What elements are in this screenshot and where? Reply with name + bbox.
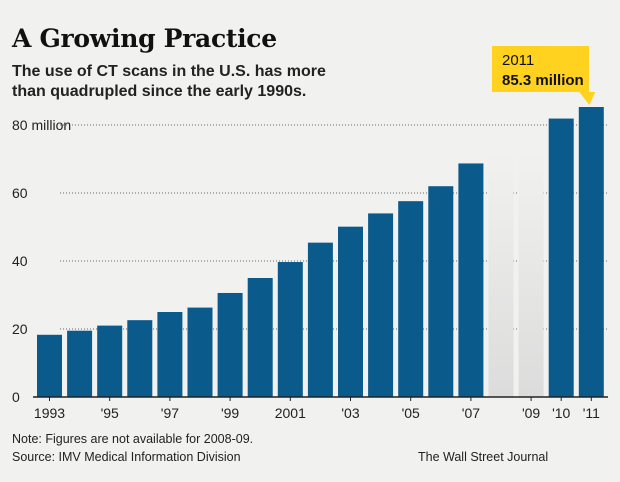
chart-title: A Growing Practice xyxy=(12,24,277,53)
y-tick-label: 80 million xyxy=(12,117,71,133)
bar xyxy=(548,118,574,397)
x-tick-label: '07 xyxy=(462,405,480,421)
bar xyxy=(37,334,62,397)
bar xyxy=(217,292,243,397)
bar xyxy=(398,201,424,397)
callout-value: 85.3 million xyxy=(502,72,584,89)
missing-data-bar xyxy=(488,153,514,397)
bar xyxy=(277,262,303,397)
x-tick-label: '11 xyxy=(583,405,600,421)
y-tick-label: 20 xyxy=(12,321,28,337)
y-tick-label: 0 xyxy=(12,389,20,405)
x-tick-label: '10 xyxy=(552,405,570,421)
source-line: Source: IMV Medical Information Division xyxy=(12,450,241,464)
bar xyxy=(187,307,213,397)
bar xyxy=(428,186,454,397)
x-tick-label: '09 xyxy=(522,405,540,421)
bar xyxy=(67,330,93,397)
callout-year: 2011 xyxy=(502,52,534,69)
bar xyxy=(97,325,123,397)
x-tick-label: '99 xyxy=(221,405,239,421)
bar xyxy=(578,107,604,397)
chart-subtitle: The use of CT scans in the U.S. has more… xyxy=(12,63,326,100)
callout-box xyxy=(492,46,596,105)
missing-data-bar xyxy=(518,153,544,397)
bar xyxy=(338,226,363,397)
x-tick-label: '03 xyxy=(341,405,359,421)
x-tick-label: '97 xyxy=(161,405,179,421)
x-tick-label: 2001 xyxy=(275,405,306,421)
bar xyxy=(368,213,394,397)
bar xyxy=(157,312,183,397)
bar xyxy=(247,278,273,397)
bar xyxy=(127,320,153,397)
y-tick-label: 60 xyxy=(12,185,28,201)
publisher-credit: The Wall Street Journal xyxy=(418,450,549,464)
bar xyxy=(307,242,333,397)
bar xyxy=(458,163,484,397)
footnote: Note: Figures are not available for 2008… xyxy=(12,432,254,446)
x-tick-label: 1993 xyxy=(34,405,65,421)
x-tick-label: '95 xyxy=(101,405,119,421)
x-tick-label: '05 xyxy=(402,405,420,421)
y-tick-label: 40 xyxy=(12,253,28,269)
